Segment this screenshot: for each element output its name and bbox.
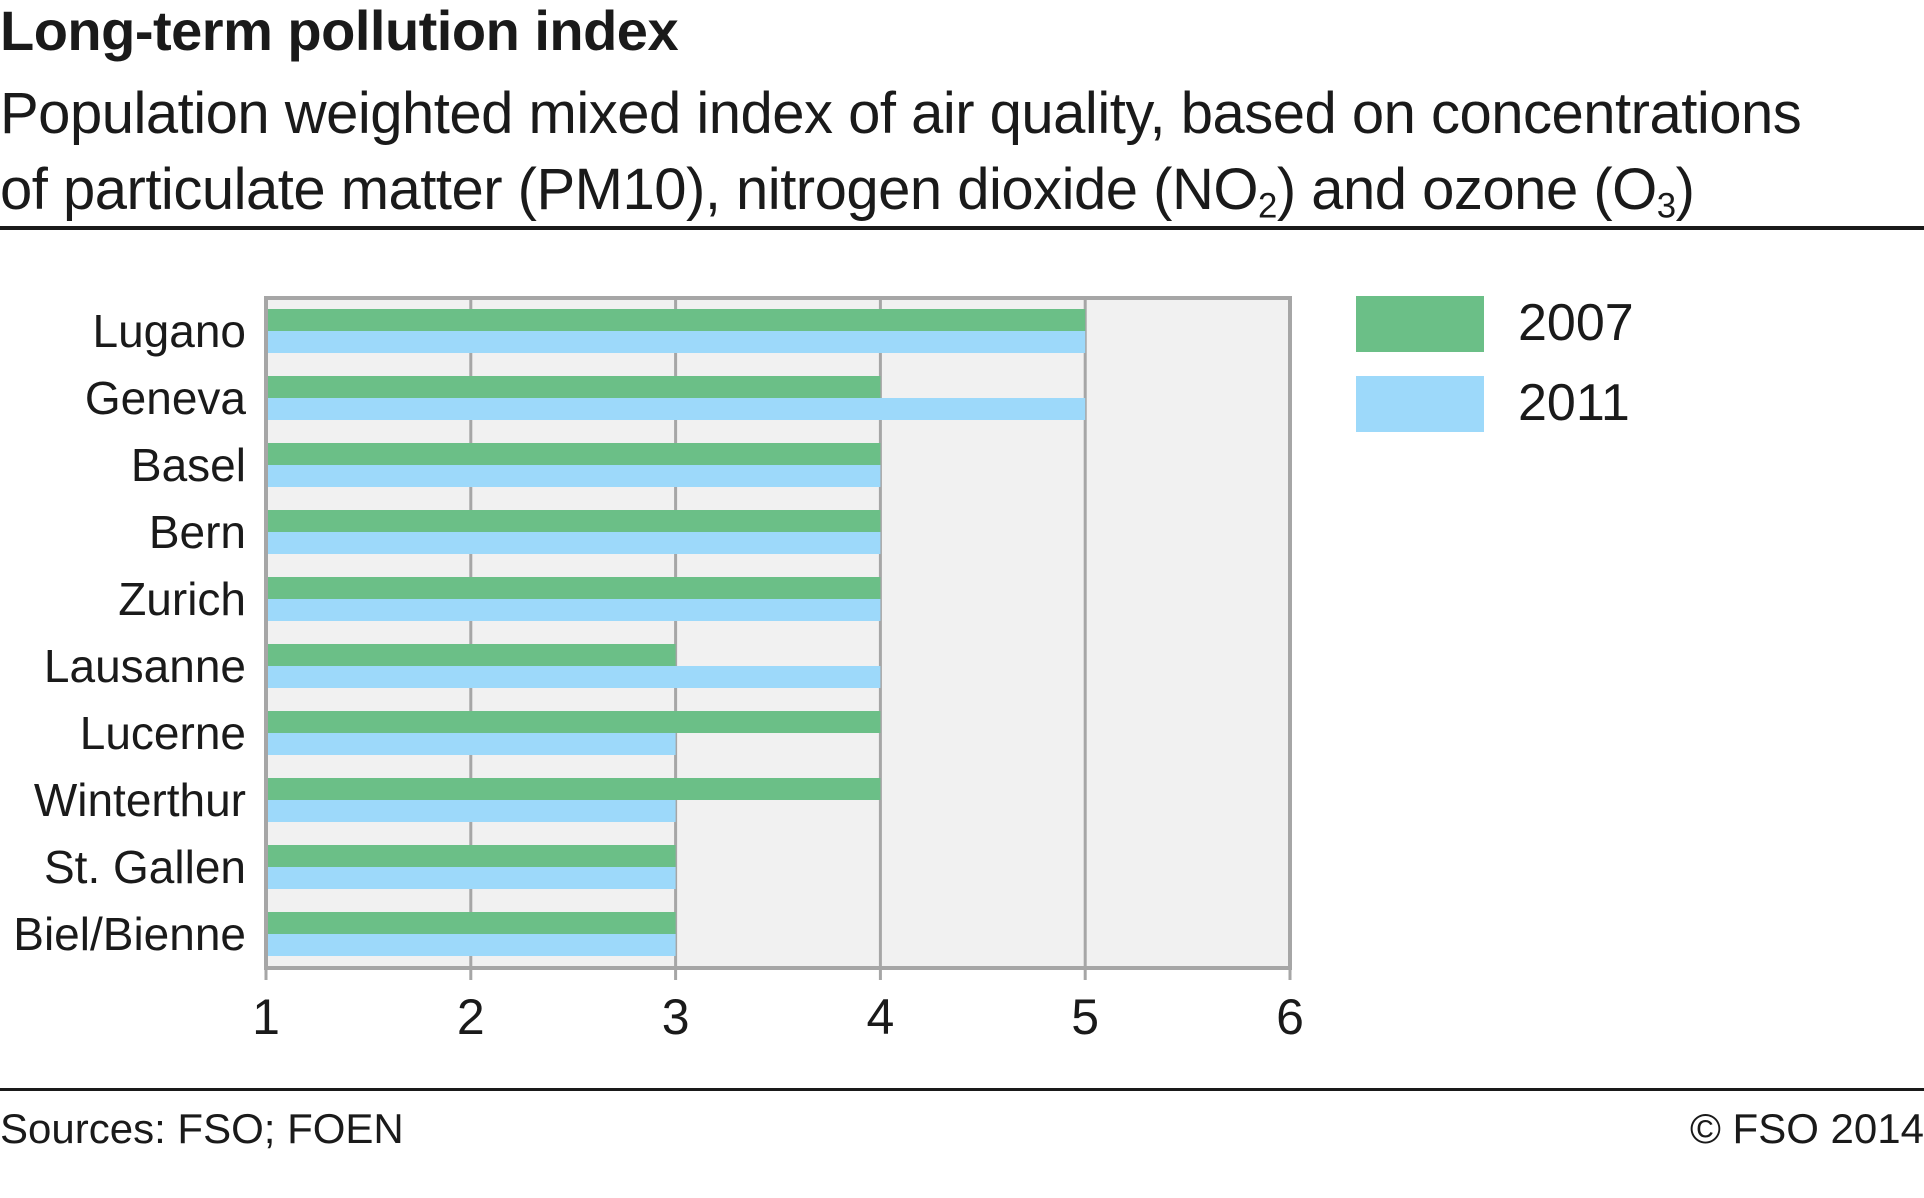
bar-2007-winterthur (268, 778, 881, 800)
category-label: Bern (149, 506, 246, 558)
bar-2011-bern (268, 532, 881, 554)
subtitle-line2-b: ) and ozone (O (1276, 157, 1657, 222)
bar-2007-basel (268, 443, 881, 465)
bar-2011-lugano (268, 331, 1086, 353)
category-label: St. Gallen (44, 841, 246, 893)
bar-2007-lucerne (268, 711, 881, 733)
bar-2007-zurich (268, 577, 881, 599)
category-label: Lugano (93, 305, 247, 357)
bar-2007-bern (268, 510, 881, 532)
x-tick-label: 1 (252, 989, 280, 1045)
bar-2007-lugano (268, 309, 1086, 331)
bar-2007-lausanne (268, 644, 676, 666)
category-label: Zurich (118, 573, 246, 625)
bars (268, 309, 1086, 956)
category-label: Winterthur (34, 774, 246, 826)
bar-2011-winterthur (268, 800, 676, 822)
category-labels: Lugano Geneva Basel Bern Zurich Lausanne Lucer… (13, 305, 246, 960)
bar-2007-geneva (268, 376, 881, 398)
top-divider (0, 226, 1924, 230)
x-tick-label: 2 (457, 989, 485, 1045)
bar-2011-basel (268, 465, 881, 487)
no2-subscript: 2 (1258, 186, 1277, 226)
bar-2011-biel-bienne (268, 934, 676, 956)
category-label: Lucerne (80, 707, 246, 759)
legend-label-2007: 2007 (1518, 294, 1634, 352)
legend: 2007 2011 (1356, 294, 1634, 432)
subtitle-line2-c: ) (1675, 157, 1695, 222)
bar-2011-zurich (268, 599, 881, 621)
category-label: Lausanne (44, 640, 246, 692)
category-label: Basel (131, 439, 246, 491)
legend-swatch-2011 (1356, 376, 1484, 432)
bar-2007-biel-bienne (268, 912, 676, 934)
bar-2007-st-gallen (268, 845, 676, 867)
bar-2011-lausanne (268, 666, 881, 688)
x-tick-label: 6 (1276, 989, 1304, 1045)
bar-chart: 1 2 3 4 5 6 Lugano Geneva Basel Bern Zurich Lausan… (13, 294, 1634, 1045)
x-tick-label: 3 (662, 989, 690, 1045)
category-label: Geneva (85, 372, 247, 424)
bottom-divider (0, 1088, 1924, 1091)
chart-subtitle: Population weighted mixed index of air q… (0, 76, 1924, 228)
subtitle-line2-a: of particulate matter (PM10), nitrogen d… (0, 157, 1259, 222)
copyright-note: © FSO 2014 (1689, 1105, 1924, 1152)
x-tick-label: 4 (866, 989, 894, 1045)
chart-title: Long-term pollution index (0, 0, 679, 62)
legend-swatch-2007 (1356, 296, 1484, 352)
category-label: Biel/Bienne (13, 908, 246, 960)
o3-subscript: 3 (1656, 186, 1676, 226)
x-tick-label: 5 (1071, 989, 1099, 1045)
subtitle-line1: Population weighted mixed index of air q… (0, 81, 1802, 146)
bar-2011-geneva (268, 398, 1086, 420)
legend-label-2011: 2011 (1518, 374, 1630, 432)
x-axis: 1 2 3 4 5 6 (252, 966, 1304, 1045)
source-note: Sources: FSO; FOEN (0, 1105, 404, 1152)
bar-2011-lucerne (268, 733, 676, 755)
bar-2011-st-gallen (268, 867, 676, 889)
